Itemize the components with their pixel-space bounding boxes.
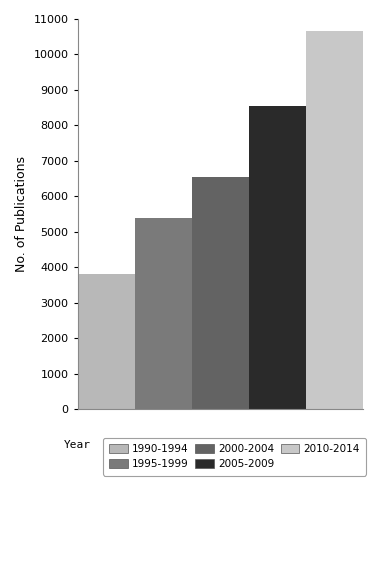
Y-axis label: No. of Publications: No. of Publications [15, 156, 28, 272]
Bar [249, 106, 306, 409]
Bar [192, 177, 249, 409]
Bar [306, 31, 363, 409]
Bar [77, 274, 135, 409]
Bar [135, 218, 192, 409]
Text: Year: Year [64, 439, 91, 450]
Legend: 1990-1994, 1995-1999, 2000-2004, 2005-2009, 2010-2014: 1990-1994, 1995-1999, 2000-2004, 2005-20… [103, 438, 366, 476]
